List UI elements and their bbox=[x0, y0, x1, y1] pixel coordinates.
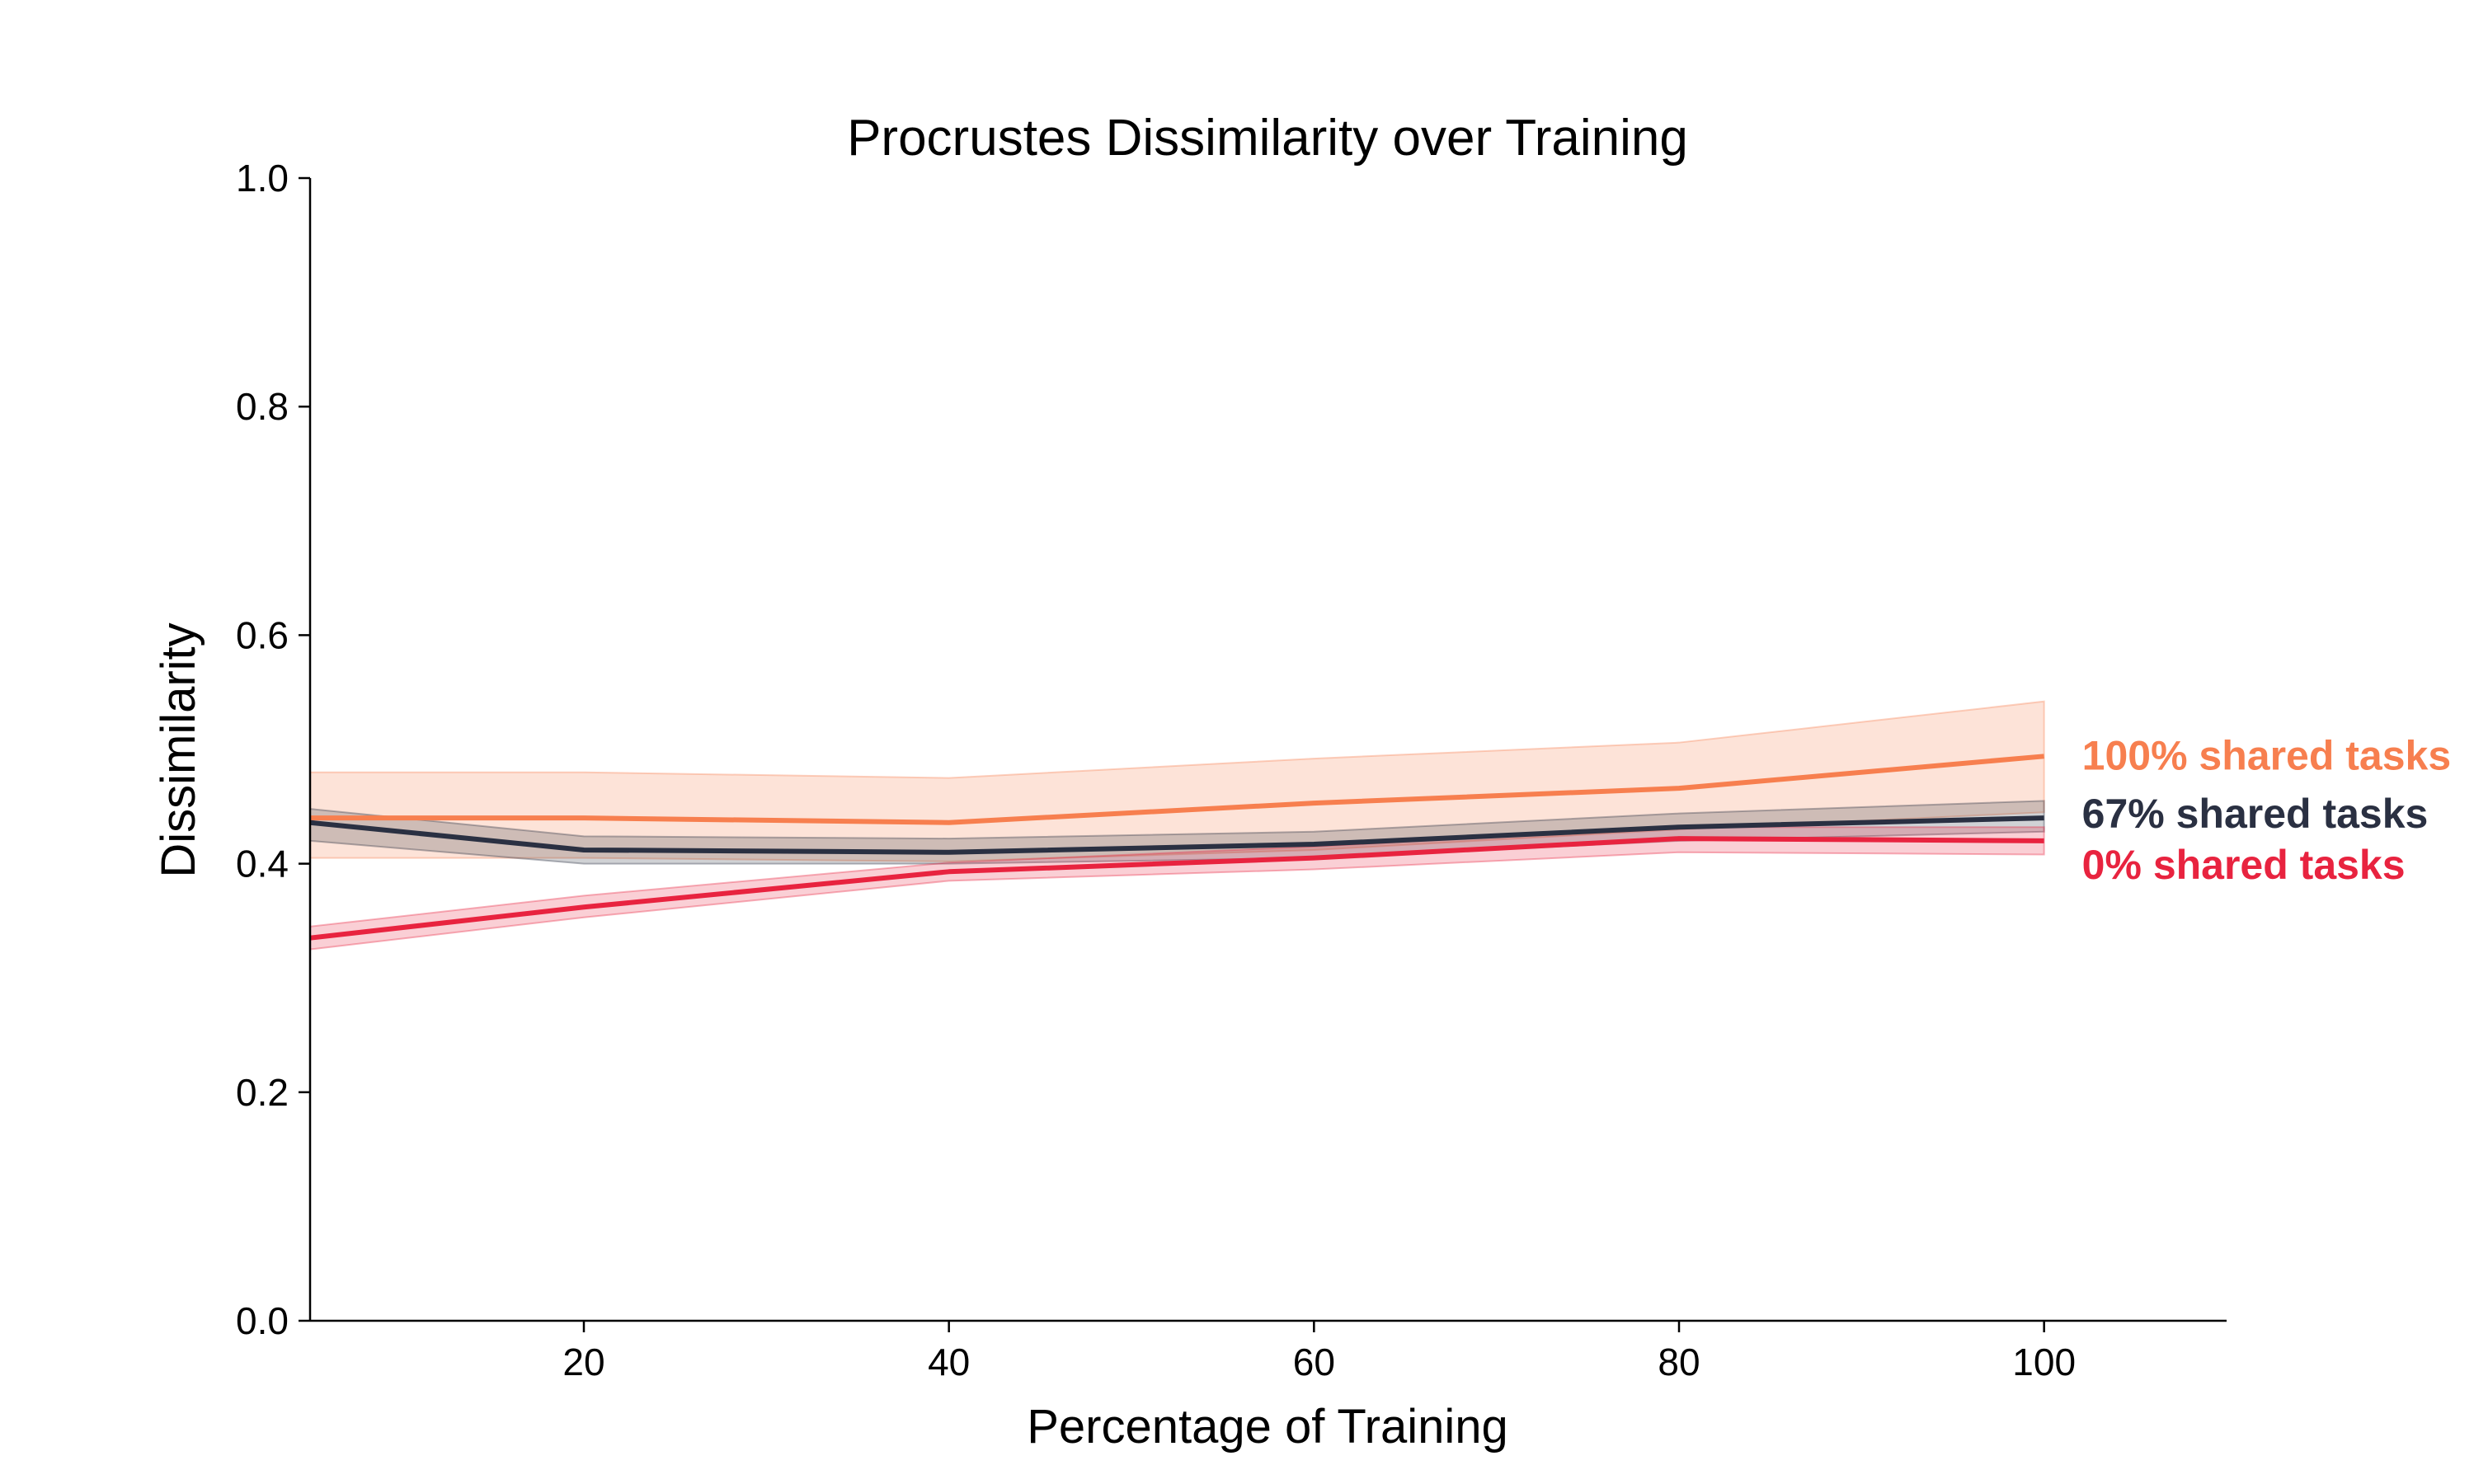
y-ticks: 0.0 0.2 0.4 0.6 0.8 1.0 bbox=[236, 157, 310, 1342]
axes bbox=[308, 178, 2227, 1322]
x-axis-label: Percentage of Training bbox=[1027, 1400, 1508, 1453]
series-label-0pct-shared-tasks: 0% shared tasks bbox=[2082, 842, 2406, 888]
x-tick-label: 20 bbox=[562, 1341, 604, 1383]
line-0pct-shared-tasks bbox=[309, 836, 2044, 941]
x-tick-label: 60 bbox=[1293, 1341, 1335, 1383]
band-67pct-shared-tasks bbox=[309, 800, 2045, 865]
chart-title: Procrustes Dissimilarity over Training bbox=[847, 110, 1688, 167]
series-label-67pct-shared-tasks: 67% shared tasks bbox=[2082, 791, 2429, 837]
series-labels: 100% shared tasks 67% shared tasks 0% shar… bbox=[2082, 732, 2452, 888]
x-ticks: 20 40 60 80 100 bbox=[562, 1321, 2076, 1383]
x-tick-label: 40 bbox=[928, 1341, 970, 1383]
y-tick-label: 0.8 bbox=[236, 385, 289, 428]
y-tick-label: 0.4 bbox=[236, 843, 289, 885]
y-axis-label: Dissimilarity bbox=[152, 622, 205, 877]
series-lines bbox=[309, 754, 2044, 941]
y-tick-label: 1.0 bbox=[236, 157, 289, 200]
line-100pct-shared-tasks bbox=[310, 754, 2044, 825]
y-tick-label: 0.0 bbox=[236, 1299, 289, 1342]
y-tick-label: 0.2 bbox=[236, 1071, 289, 1114]
x-tick-label: 100 bbox=[2012, 1341, 2076, 1383]
series-label-100pct-shared-tasks: 100% shared tasks bbox=[2082, 732, 2452, 778]
y-tick-label: 0.6 bbox=[236, 613, 289, 656]
x-tick-label: 80 bbox=[1658, 1341, 1700, 1383]
line-67pct-shared-tasks bbox=[309, 815, 2044, 855]
